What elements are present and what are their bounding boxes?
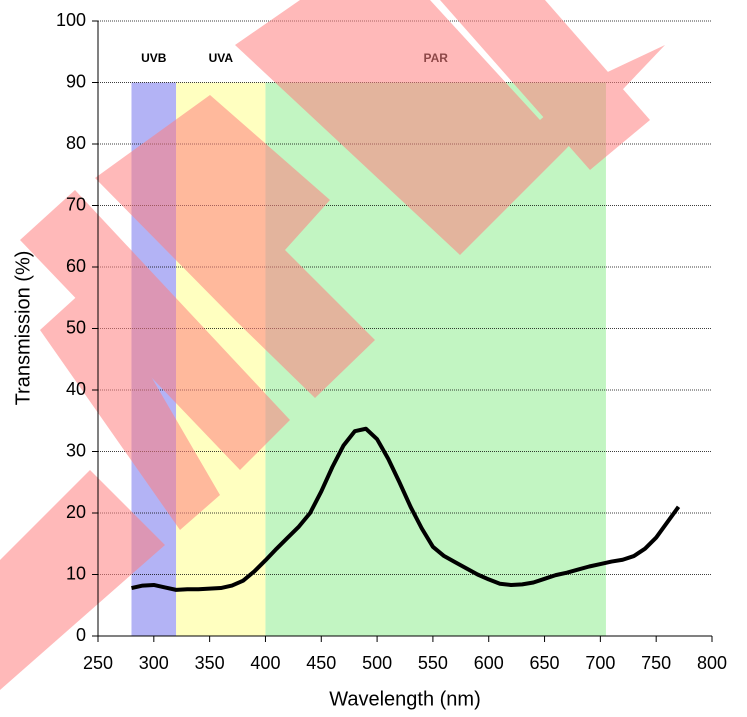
watermark bbox=[0, 0, 665, 690]
y-tick-label: 100 bbox=[56, 10, 86, 30]
x-tick-label: 300 bbox=[139, 653, 169, 673]
y-axis-title: Transmission (%) bbox=[12, 251, 34, 406]
data-line bbox=[131, 426, 681, 592]
x-tick-label: 700 bbox=[585, 653, 615, 673]
plot: 0 10 20 30 40 50 60 70 80 90 100 250 300 350 400 450 500… bbox=[56, 10, 727, 673]
x-tick-label: 550 bbox=[418, 653, 448, 673]
y-tick-label: 20 bbox=[66, 502, 86, 522]
y-tick-label: 80 bbox=[66, 133, 86, 153]
x-tick-label: 650 bbox=[530, 653, 560, 673]
y-tick-label: 10 bbox=[66, 563, 86, 583]
x-tick-label: 600 bbox=[474, 653, 504, 673]
band-label: UVA bbox=[209, 51, 234, 65]
y-tick-label: 60 bbox=[66, 256, 86, 276]
band-label: UVB bbox=[141, 51, 167, 65]
x-tick-label: 350 bbox=[195, 653, 225, 673]
x-axis-title: Wavelength (nm) bbox=[329, 688, 481, 710]
y-tick-label: 40 bbox=[66, 379, 86, 399]
x-tick-label: 500 bbox=[362, 653, 392, 673]
y-tick-label: 50 bbox=[66, 317, 86, 337]
x-tick-label: 750 bbox=[641, 653, 671, 673]
y-tick-label: 90 bbox=[66, 71, 86, 91]
x-tick-label: 800 bbox=[697, 653, 727, 673]
x-tick-label: 250 bbox=[83, 653, 113, 673]
x-tick-label: 400 bbox=[250, 653, 280, 673]
y-tick-label: 30 bbox=[66, 440, 86, 460]
x-tick-label: 450 bbox=[306, 653, 336, 673]
y-tick-label: 70 bbox=[66, 194, 86, 214]
y-tick-label: 0 bbox=[76, 625, 86, 645]
